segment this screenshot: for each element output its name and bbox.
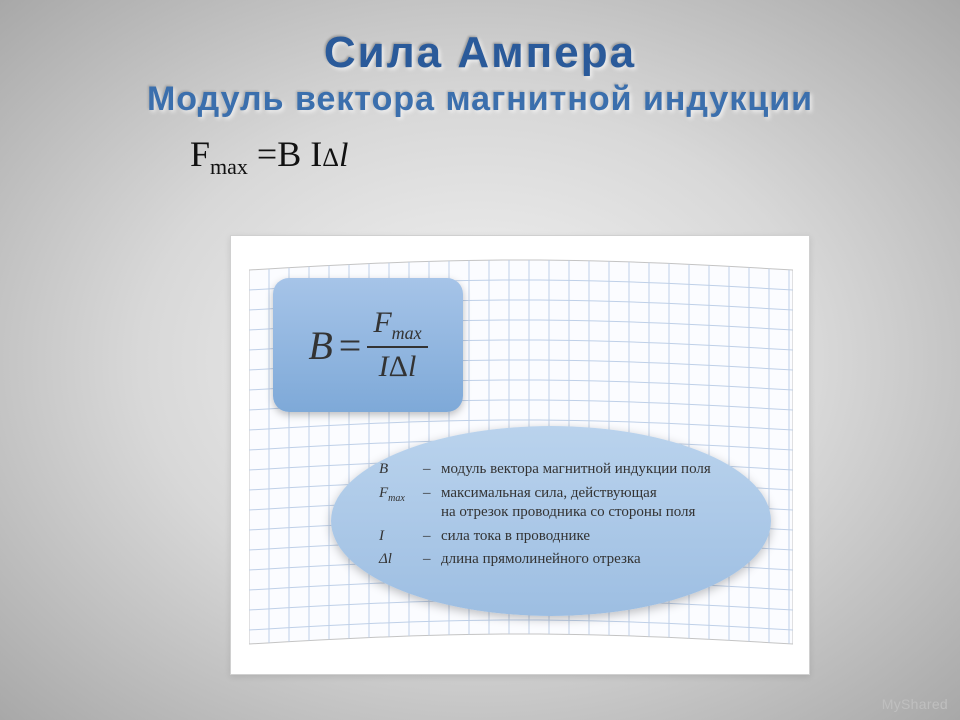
formula-denominator: IΔl: [373, 348, 423, 384]
legend-text: максимальная сила, действующаяна отрезок…: [441, 484, 729, 523]
legend-row: Δl–длина прямолинейного отрезка: [379, 550, 729, 570]
legend-symbol: Fmax: [379, 484, 423, 523]
title-block: Сила Ампера Модуль вектора магнитной инд…: [0, 0, 960, 119]
formula-top-F: F: [190, 134, 210, 174]
title-main: Сила Ампера: [0, 28, 960, 78]
legend-box: B–модуль вектора магнитной индукции поля…: [331, 426, 771, 616]
card: B= Fmax IΔl B–модуль вектора магнитной и…: [230, 235, 810, 675]
formula-eq: =: [339, 322, 362, 369]
formula-top-eq: =: [248, 134, 277, 174]
legend-dash: –: [423, 484, 441, 523]
legend-dash: –: [423, 527, 441, 547]
formula-numerator: Fmax: [367, 306, 427, 348]
formula-B: B: [308, 322, 332, 369]
legend-text: модуль вектора магнитной индукции поля: [441, 460, 729, 480]
formula-top-l: l: [339, 137, 348, 174]
legend-row: I–сила тока в проводнике: [379, 527, 729, 547]
legend-symbol: B: [379, 460, 423, 480]
legend-row: B–модуль вектора магнитной индукции поля: [379, 460, 729, 480]
formula-fraction: Fmax IΔl: [367, 306, 427, 384]
legend-dash: –: [423, 460, 441, 480]
title-sub: Модуль вектора магнитной индукции: [0, 80, 960, 119]
formula-box: B= Fmax IΔl: [273, 278, 463, 412]
legend-dash: –: [423, 550, 441, 570]
watermark: MyShared: [882, 696, 948, 712]
formula-top-rhs: B I: [277, 134, 322, 174]
legend-text: длина прямолинейного отрезка: [441, 550, 729, 570]
legend-symbol: I: [379, 527, 423, 547]
legend-row: Fmax–максимальная сила, действующаяна от…: [379, 484, 729, 523]
legend-symbol: Δl: [379, 550, 423, 570]
formula-top-sub: max: [210, 154, 248, 179]
formula-top-delta: Δ: [322, 143, 339, 172]
formula-top: Fmax =B IΔl: [190, 133, 960, 180]
legend-text: сила тока в проводнике: [441, 527, 729, 547]
